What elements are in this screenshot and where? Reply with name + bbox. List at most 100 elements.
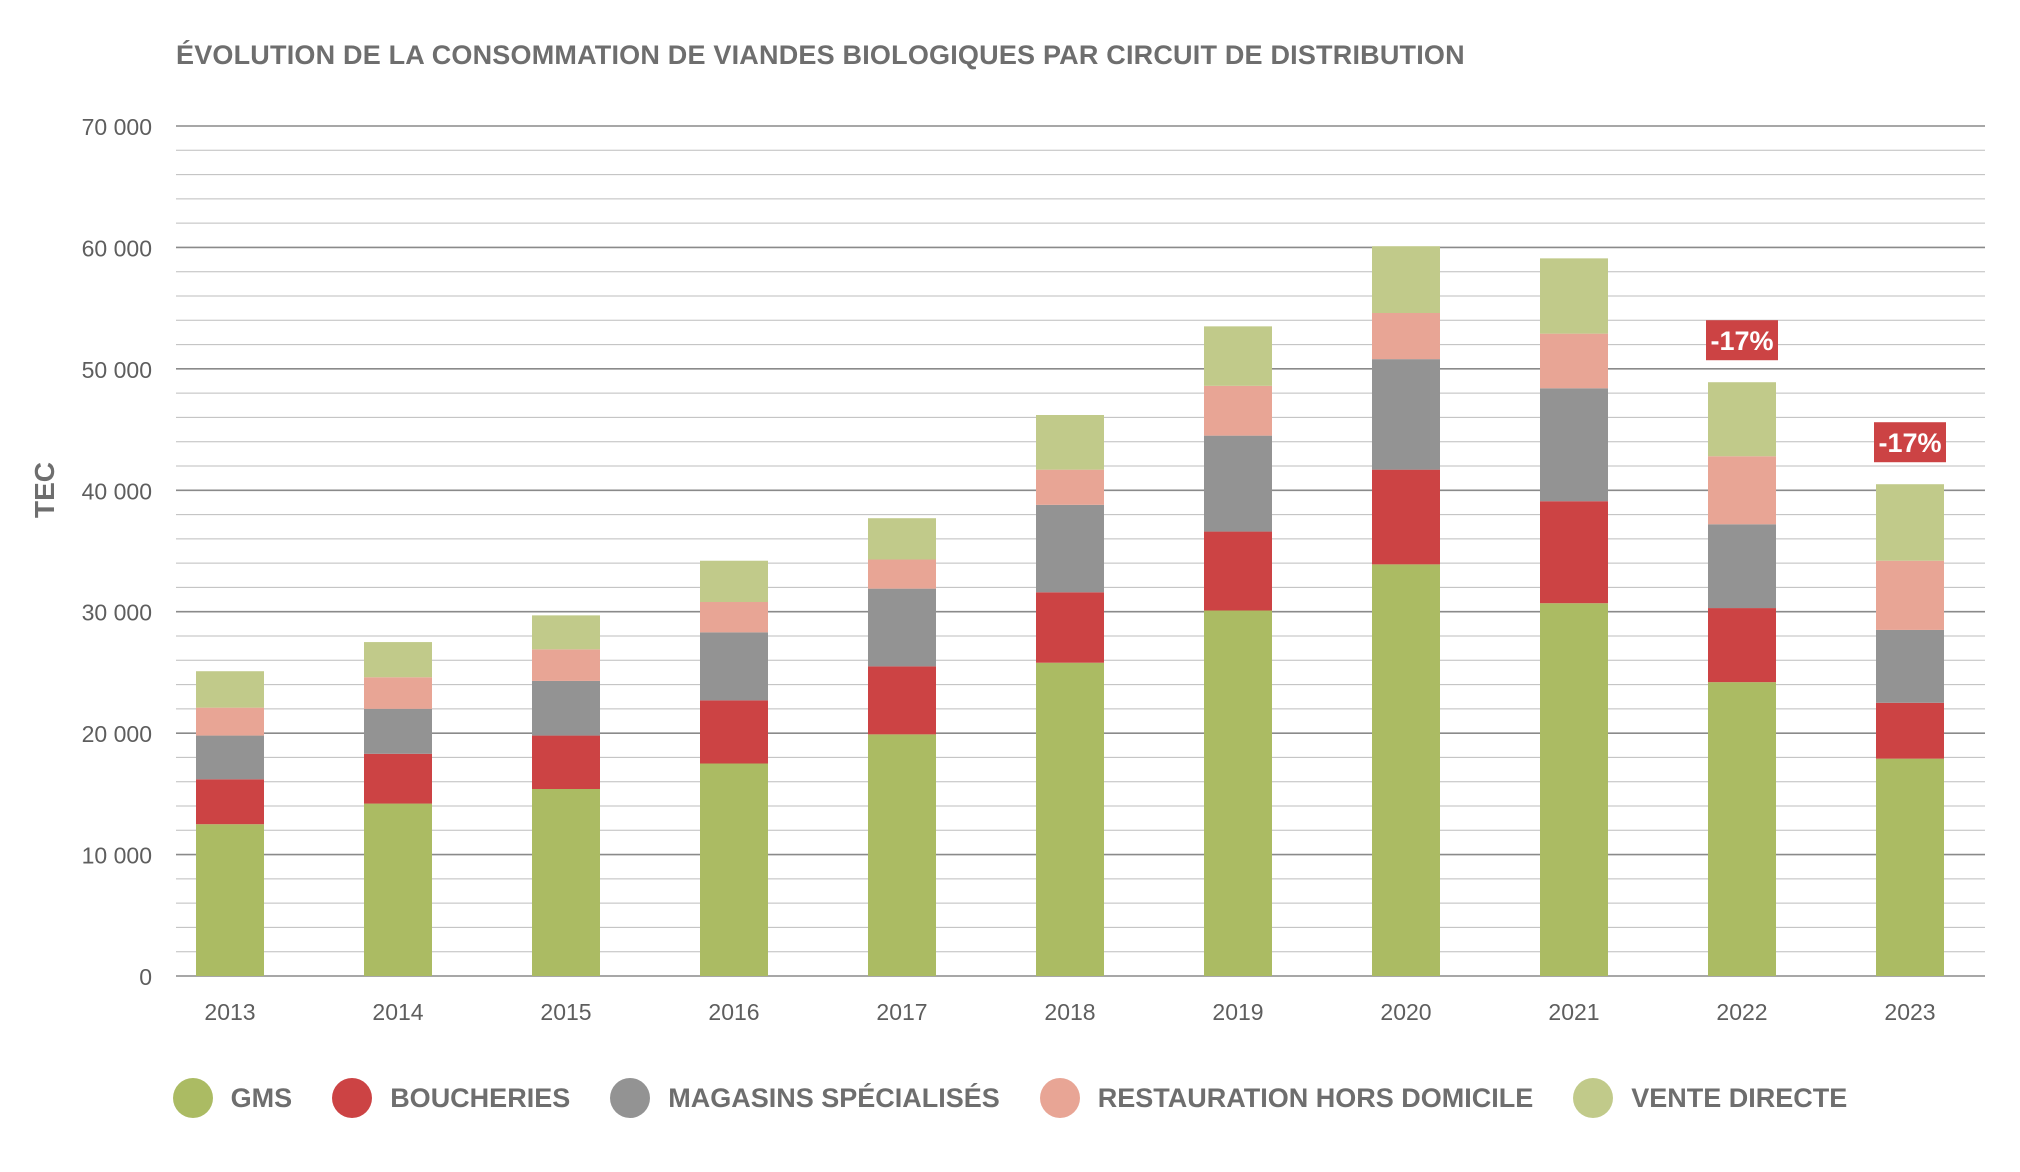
y-tick-label: 0: [139, 964, 152, 990]
bar-segment: [1204, 385, 1272, 436]
bar-segment: [868, 666, 936, 735]
bar-segment: [1204, 531, 1272, 611]
bar-segment: [1372, 313, 1440, 360]
bar-segment: [532, 735, 600, 789]
legend-swatch: [610, 1078, 651, 1118]
bar-segment: [196, 707, 264, 736]
y-tick-label: 70 000: [82, 114, 152, 140]
legend-swatch: [1039, 1078, 1080, 1118]
bar-segment: [364, 753, 432, 804]
y-axis: 0 10 000 20 000 30 000 40 000 50 000 60 000 70 …: [82, 114, 152, 990]
bar-segment: [196, 735, 264, 780]
y-axis-label: TEC: [29, 462, 60, 518]
bar-segment: [1204, 326, 1272, 386]
bars: [196, 246, 1944, 976]
bar-segment: [1876, 758, 1944, 976]
legend-label: MAGASINS SPÉCIALISÉS: [668, 1082, 1000, 1113]
bar-segment: [1708, 382, 1776, 457]
x-tick-label: 2021: [1548, 999, 1599, 1025]
x-tick-label: 2014: [372, 999, 423, 1025]
bar-segment: [1708, 682, 1776, 976]
y-tick-label: 40 000: [82, 478, 152, 504]
x-tick-label: 2020: [1380, 999, 1431, 1025]
bar-segment: [1540, 388, 1608, 502]
bar-segment: [1708, 456, 1776, 525]
bar-segment: [1204, 610, 1272, 976]
bar-segment: [1540, 501, 1608, 604]
bar-segment: [700, 700, 768, 764]
legend-label: VENTE DIRECTE: [1631, 1082, 1848, 1113]
chart-title: ÉVOLUTION DE LA CONSOMMATION DE VIANDES …: [176, 40, 1465, 70]
bar-segment: [364, 642, 432, 678]
bar-segment: [1708, 608, 1776, 683]
bar-segment: [868, 518, 936, 560]
bar-segment: [868, 734, 936, 976]
bar-segment: [196, 779, 264, 825]
annotations: -17% -17%: [1706, 320, 1946, 463]
bar-segment: [532, 649, 600, 681]
legend-item: BOUCHERIES: [332, 1078, 570, 1118]
bar-segment: [1372, 359, 1440, 470]
bar-segment: [364, 708, 432, 754]
change-annotation: -17%: [1874, 422, 1946, 463]
bar-segment: [1876, 484, 1944, 561]
bar-segment: [868, 559, 936, 589]
y-tick-label: 10 000: [82, 843, 152, 869]
bar-segment: [1876, 629, 1944, 703]
legend-item: MAGASINS SPÉCIALISÉS: [610, 1078, 1000, 1118]
bar-segment: [700, 602, 768, 633]
annotation-label: -17%: [1710, 326, 1773, 356]
y-tick-label: 30 000: [82, 600, 152, 626]
legend: GMS BOUCHERIES MAGASINS SPÉCIALISÉS RESTAUR…: [0, 1078, 2020, 1118]
bar-segment: [532, 789, 600, 976]
bar-segment: [1540, 603, 1608, 976]
bar-segment: [1372, 469, 1440, 565]
legend-swatch: [1573, 1078, 1614, 1118]
legend-item: RESTAURATION HORS DOMICILE: [1039, 1078, 1533, 1118]
x-tick-label: 2015: [540, 999, 591, 1025]
annotation-box: [1874, 422, 1946, 463]
bar-segment: [1876, 560, 1944, 630]
bar-segment: [700, 763, 768, 976]
bar-segment: [532, 680, 600, 736]
x-tick-label: 2017: [876, 999, 927, 1025]
legend-swatch: [332, 1078, 373, 1118]
bar-segment: [1372, 246, 1440, 313]
annotation-box: [1706, 320, 1778, 361]
y-tick-label: 50 000: [82, 357, 152, 383]
bar-segment: [364, 803, 432, 976]
bar-segment: [1036, 415, 1104, 470]
x-tick-label: 2023: [1884, 999, 1935, 1025]
bar-segment: [196, 671, 264, 708]
y-tick-label: 60 000: [82, 235, 152, 261]
bar-segment: [1708, 524, 1776, 609]
x-tick-label: 2016: [708, 999, 759, 1025]
bar-segment: [1204, 435, 1272, 532]
x-tick-label: 2022: [1716, 999, 1767, 1025]
annotation-label: -17%: [1878, 428, 1941, 458]
x-tick-label: 2019: [1212, 999, 1263, 1025]
legend-item: GMS: [172, 1078, 293, 1118]
bar-segment: [1036, 469, 1104, 505]
x-tick-label: 2018: [1044, 999, 1095, 1025]
x-tick-label: 2013: [204, 999, 255, 1025]
bar-segment: [1036, 592, 1104, 663]
bar-segment: [1540, 333, 1608, 389]
x-axis: 2013 2014 2015 2016 2017 2018 2019 2020 2021 2022…: [204, 999, 1935, 1025]
legend-label: GMS: [230, 1082, 293, 1113]
bar-segment: [868, 588, 936, 667]
bar-segment: [532, 615, 600, 650]
change-annotation: -17%: [1706, 320, 1778, 361]
bar-segment: [1372, 564, 1440, 976]
legend-label: BOUCHERIES: [390, 1082, 571, 1113]
bar-segment: [700, 632, 768, 701]
bar-segment: [1036, 504, 1104, 593]
legend-item: VENTE DIRECTE: [1573, 1078, 1847, 1118]
bar-segment: [1540, 258, 1608, 334]
bar-segment: [364, 677, 432, 709]
bar-segment: [1876, 702, 1944, 759]
bar-segment: [1036, 662, 1104, 976]
y-tick-label: 20 000: [82, 721, 152, 747]
legend-swatch: [172, 1078, 213, 1118]
